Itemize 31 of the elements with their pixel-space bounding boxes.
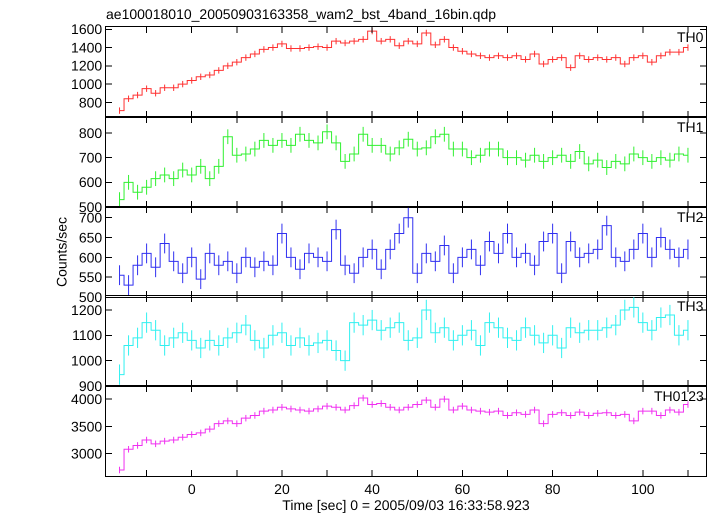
y-tick-label: 1600 [71,21,102,38]
y-tick-label: 1000 [71,352,102,369]
y-tick-label: 1100 [72,328,102,344]
y-tick-label: 550 [78,268,102,285]
y-tick-label: 700 [78,149,102,166]
y-tick-label: 1200 [71,58,102,74]
y-tick-label: 800 [78,124,102,141]
y-tick-label: 1400 [71,39,102,56]
y-tick-label: 650 [78,229,102,246]
y-tick-label: 3000 [71,446,102,462]
y-tick-label: 3500 [71,418,102,434]
legend-label: TH3 [677,298,704,314]
y-tick-label: 600 [78,248,102,265]
y-axis-title: Counts/sec [53,216,70,287]
series-label: TH0 [677,29,704,45]
y-tick-label: 500 [78,288,102,304]
x-tick-label: 0 [188,480,196,497]
x-axis-title: Time [sec] 0 = 2005/09/03 16:33:58.923 [282,496,530,513]
y-tick-label: 1200 [71,302,102,318]
series-label: TH1 [677,118,704,135]
series-label: TH0123 [654,388,704,404]
x-tick-label: 40 [364,480,380,497]
x-tick-label: 80 [544,480,561,497]
x-tick-label: 20 [274,480,290,497]
series-label: TH2 [677,208,704,225]
y-tick-label: 600 [78,174,102,190]
y-tick-label: 800 [78,94,102,110]
x-tick-label: 100 [631,480,655,497]
y-tick-label: 1000 [71,76,102,92]
x-tick-label: 60 [454,480,470,497]
chart-title: ae100018010_20050903163358_wam2_bst_4band_16bin.qdp [106,6,496,22]
